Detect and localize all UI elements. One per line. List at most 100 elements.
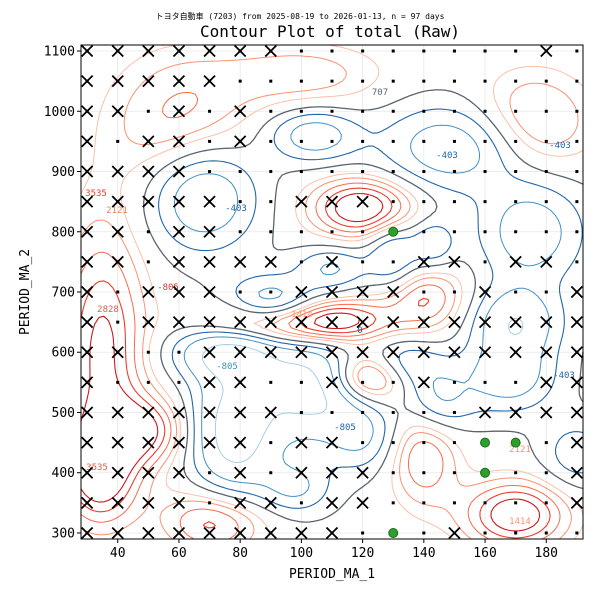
x-marker <box>203 315 216 329</box>
x-marker <box>111 75 124 88</box>
x-marker <box>203 436 216 449</box>
grid-dot <box>269 139 273 143</box>
grid-dot <box>422 531 426 535</box>
x-marker <box>172 436 186 449</box>
x-marker <box>80 255 94 269</box>
grid-dot <box>514 230 518 234</box>
grid-dot <box>575 49 579 53</box>
x-marker <box>142 315 155 329</box>
x-marker <box>325 255 339 269</box>
grid-dot <box>208 139 212 143</box>
y-axis-ticks: 300 400 500 600 700 800 900 1000 1100 <box>44 45 81 541</box>
grid-dot <box>544 79 548 83</box>
x-marker <box>295 346 308 359</box>
x-axis-label: PERIOD_MA_1 <box>289 567 375 582</box>
x-marker <box>80 376 94 389</box>
x-marker <box>325 436 339 449</box>
grid-dot <box>575 170 579 174</box>
grid-dot <box>299 501 303 505</box>
grid-dot <box>422 170 426 174</box>
y-tick-label: 800 <box>52 225 75 240</box>
grid-dot <box>391 79 395 83</box>
grid-dot <box>422 501 426 505</box>
grid-dot <box>299 170 303 174</box>
x-marker <box>417 255 430 269</box>
grid-dot <box>330 230 334 234</box>
x-tick-label: 140 <box>412 546 435 561</box>
grid-dot <box>452 79 456 83</box>
contour-line-6 <box>80 55 579 540</box>
x-marker <box>234 105 247 118</box>
chart-suptitle: トヨタ自動車 (7203) from 2025-08-19 to 2026-01… <box>156 11 445 21</box>
x-marker <box>417 376 430 389</box>
grid-dot <box>422 109 426 113</box>
contour-label: 3535 <box>86 463 108 473</box>
grid-dot <box>544 170 548 174</box>
x-marker <box>142 44 155 58</box>
grid-dot <box>544 501 548 505</box>
x-marker <box>325 466 339 479</box>
x-marker <box>111 526 124 540</box>
x-marker <box>172 496 186 509</box>
x-marker <box>356 466 369 479</box>
x-marker <box>172 135 186 148</box>
contour-label: -403 <box>553 371 575 381</box>
grid-dot <box>575 79 579 83</box>
grid-dot <box>361 380 365 384</box>
grid-dot <box>452 380 456 384</box>
y-tick-label: 500 <box>52 406 75 421</box>
grid-dot <box>269 109 273 113</box>
x-marker <box>264 44 277 58</box>
grid-dot <box>116 380 120 384</box>
x-marker <box>142 436 155 449</box>
x-marker <box>325 315 339 329</box>
grid-dot <box>483 230 487 234</box>
x-tick-label: 160 <box>473 546 496 561</box>
grid-dot <box>361 170 365 174</box>
grid-dot <box>116 320 120 324</box>
y-tick-label: 700 <box>52 286 75 301</box>
best-point <box>388 226 399 237</box>
grid-dot <box>391 109 395 113</box>
x-marker <box>142 75 155 88</box>
x-marker <box>80 315 94 329</box>
grid-dot <box>483 79 487 83</box>
x-marker <box>80 225 94 238</box>
grid-dot <box>299 79 303 83</box>
grid-dot <box>361 410 365 414</box>
x-tick-label: 180 <box>535 546 558 561</box>
contour-label: -403 <box>549 141 571 151</box>
grid-dot <box>422 49 426 53</box>
grid-dot <box>299 49 303 53</box>
x-marker <box>234 496 247 509</box>
grid-dot <box>361 49 365 53</box>
y-tick-label: 400 <box>52 466 75 481</box>
x-marker <box>295 526 308 540</box>
x-marker <box>172 466 186 479</box>
grid-dot <box>452 441 456 445</box>
x-marker <box>234 466 247 479</box>
x-marker <box>111 255 124 269</box>
grid-dot <box>330 139 334 143</box>
x-marker <box>295 285 308 299</box>
x-marker <box>570 285 584 299</box>
x-marker <box>80 346 94 359</box>
x-marker <box>234 315 247 329</box>
x-marker <box>142 406 155 419</box>
grid-dot <box>575 139 579 143</box>
x-marker <box>142 285 155 299</box>
contour-label: -805 <box>334 423 356 433</box>
grid-dot <box>208 109 212 113</box>
grid-dot <box>483 531 487 535</box>
grid-dot <box>544 290 548 294</box>
contour-line-4 <box>143 89 584 523</box>
grid-dot <box>422 441 426 445</box>
grid-dot <box>330 410 334 414</box>
x-marker <box>478 346 492 359</box>
best-point <box>388 527 399 538</box>
grid-dot <box>177 350 181 354</box>
x-marker <box>234 346 247 359</box>
grid-dot <box>361 531 365 535</box>
contour-label: -403 <box>436 151 458 161</box>
grid-dot <box>514 531 518 535</box>
